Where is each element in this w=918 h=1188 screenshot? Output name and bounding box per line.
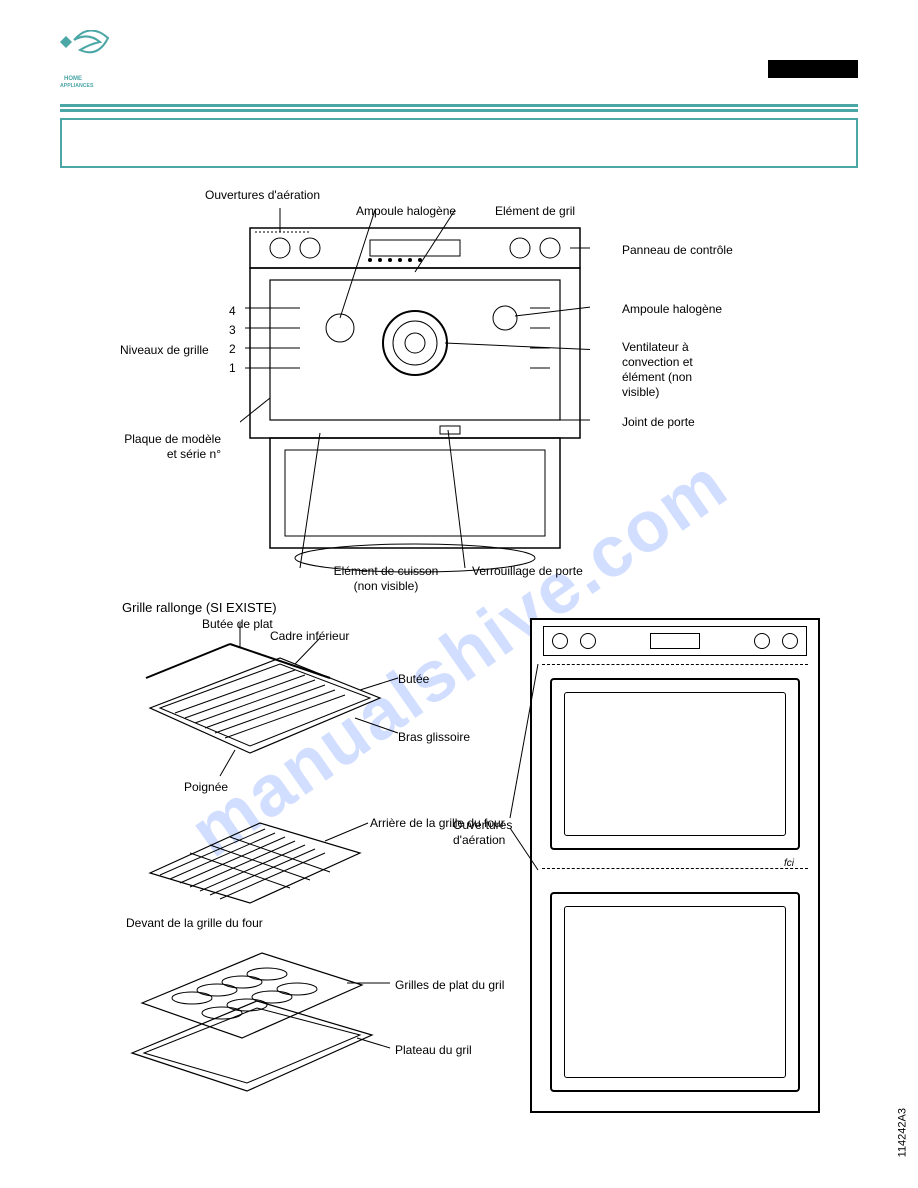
label-verrouillage: Verrouillage de porte [472, 564, 583, 579]
title-box [60, 118, 858, 168]
label-plateau: Plateau du gril [395, 1043, 472, 1058]
label-double-ouvertures: Ouverturesd'aération [453, 818, 523, 848]
svg-text:APPLIANCES: APPLIANCES [60, 83, 94, 89]
label-ouvertures-aeration: Ouvertures d'aération [205, 188, 320, 203]
document-code: 114242A3 [896, 1108, 908, 1157]
extension-rack-diagram [130, 618, 400, 788]
rack-level-4: 4 [229, 304, 236, 319]
label-grilles-plat: Grilles de plat du gril [395, 978, 504, 993]
svg-text:HOME: HOME [64, 76, 82, 82]
rack-level-2: 2 [229, 342, 236, 357]
label-butee: Butée [398, 672, 429, 687]
label-panneau: Panneau de contrôle [622, 243, 733, 258]
rack-section-title: Grille rallonge (SI EXISTE) [122, 600, 277, 616]
label-ventilateur: Ventilateur àconvection etélément (nonvi… [622, 340, 722, 400]
label-ampoule-right: Ampoule halogène [622, 302, 722, 317]
double-oven-outline: fci [530, 618, 820, 1113]
main-oven-diagram [240, 198, 590, 578]
label-devant-grille: Devant de la grille du four [126, 916, 263, 931]
rack-level-3: 3 [229, 323, 236, 338]
label-plaque: Plaque de modèleet série n° [106, 432, 221, 462]
label-element-cuisson: Elément de cuisson(non visible) [326, 564, 446, 594]
label-niveaux: Niveaux de grille [120, 343, 209, 358]
header-black-box [768, 60, 858, 78]
appliance-logo: HOME APPLIANCES [60, 30, 130, 90]
label-butee-plat: Butée de plat [202, 617, 273, 632]
rack-level-1: 1 [229, 361, 236, 376]
label-joint: Joint de porte [622, 415, 695, 430]
label-cadre-inf: Cadre inférieur [270, 629, 349, 644]
label-ampoule-top: Ampoule halogène [356, 204, 456, 219]
label-element-gril: Elément de gril [495, 204, 575, 219]
label-poignee: Poignée [184, 780, 228, 795]
broil-pan-diagram [122, 943, 392, 1103]
double-oven-leaders [450, 618, 550, 918]
oven-rack-diagram [140, 803, 370, 913]
header-rule [60, 104, 858, 112]
